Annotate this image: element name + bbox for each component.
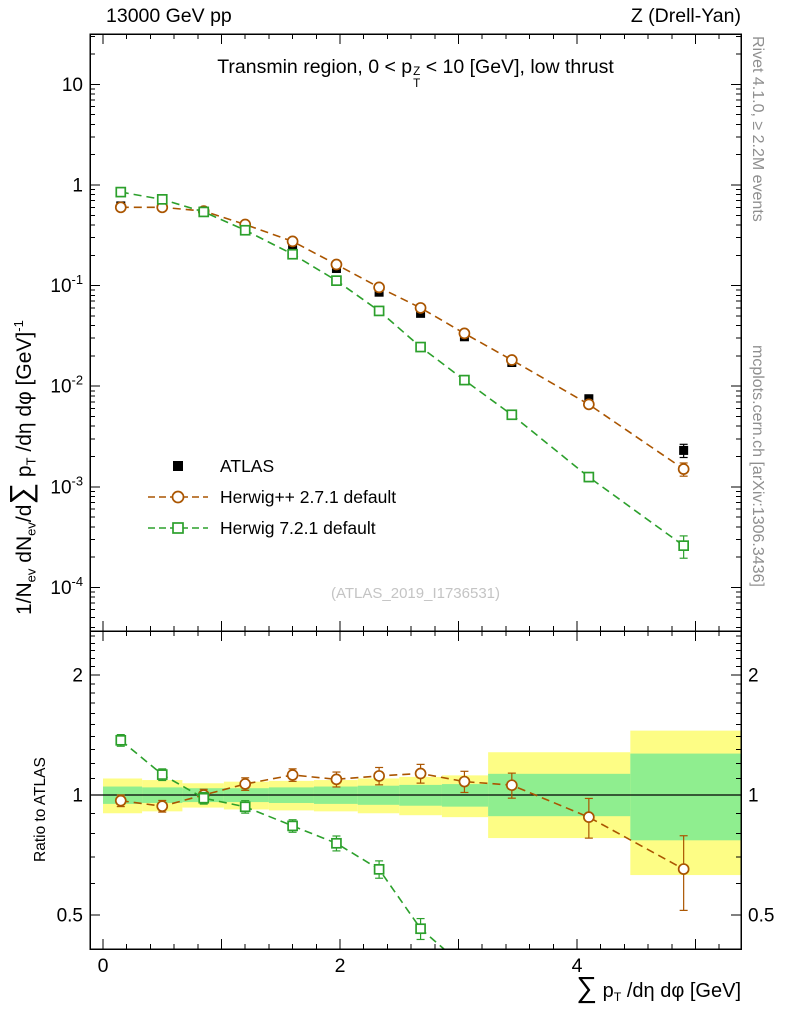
tick-label: 1 [748, 786, 759, 807]
atlas-filled-square-icon [173, 461, 183, 471]
herwig7-open-square-icon [148, 522, 208, 534]
rivet-version-label: Rivet 4.1.0, ≥ 2.2M events [749, 36, 766, 222]
beam-energy-label: 13000 GeV pp [106, 5, 232, 27]
legend: ATLAS Herwig++ 2.7.1 default Herwig 7.2.… [146, 455, 396, 539]
tick-label: 10 [62, 75, 83, 96]
series-ratio-2 [115, 734, 446, 949]
axis-ticks [90, 34, 741, 949]
legend-item-atlas: ATLAS [146, 455, 396, 477]
ratio-frame [89, 630, 742, 950]
legend-label-herwig7: Herwig 7.2.1 default [220, 517, 376, 538]
series-main-1 [114, 201, 690, 477]
tick-label: 10-4 [50, 574, 83, 599]
analysis-watermark: (ATLAS_2019_I1736531) [330, 585, 500, 602]
tick-label: 4 [572, 955, 583, 977]
herwigpp-open-circle-icon [148, 490, 208, 504]
tick-label: 10-3 [50, 473, 83, 498]
tick-label: 2 [72, 665, 83, 686]
tick-label: 1 [72, 176, 83, 197]
process-label: Z (Drell-Yan) [630, 5, 741, 27]
tick-label: 1 [72, 786, 83, 807]
legend-item-herwigpp: Herwig++ 2.7.1 default [146, 486, 396, 508]
tick-label: 10-2 [50, 373, 83, 398]
ratio-y-axis-title: Ratio to ATLAS [32, 757, 49, 862]
tick-label: 0.5 [57, 906, 83, 927]
y-axis-title: 1/Nev dNev/d∑ pT /dη dφ [GeV]-1 [4, 320, 39, 615]
legend-label-atlas: ATLAS [220, 455, 275, 476]
series-main-0 [116, 199, 689, 459]
x-axis-title: ∑ pT /dη dφ [GeV] [576, 972, 741, 1005]
series-ratio-1 [114, 763, 690, 911]
tick-label: 10-1 [50, 272, 83, 297]
mcplots-attribution-label: mcplots.cern.ch [arXiv:1306.3436] [749, 345, 766, 587]
series-main-2 [115, 186, 690, 559]
legend-item-herwig7: Herwig 7.2.1 default [146, 517, 396, 539]
legend-label-herwigpp: Herwig++ 2.7.1 default [220, 486, 397, 507]
tick-label: 2 [335, 955, 346, 977]
tick-label: 0 [98, 955, 109, 977]
tick-label: 0.5 [748, 906, 774, 927]
tick-label: 2 [748, 665, 759, 686]
main-frame [89, 33, 742, 632]
